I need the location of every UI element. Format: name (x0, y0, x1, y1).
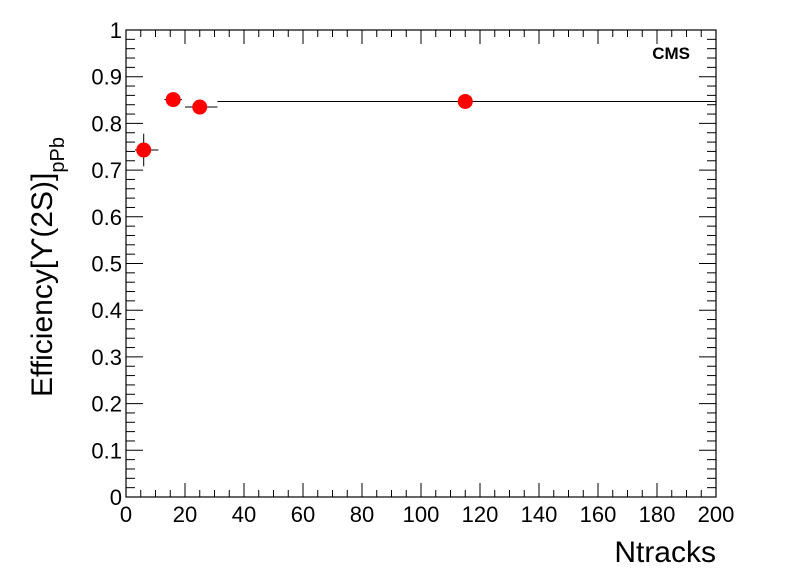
y-axis-title-main: Efficiency[ϒ(2S)] (26, 173, 59, 397)
x-tick-label: 160 (580, 502, 617, 527)
x-tick-label: 0 (120, 502, 132, 527)
point-marker (165, 92, 181, 108)
y-tick-label: 0.2 (91, 392, 122, 417)
y-tick-label: 0.9 (91, 65, 122, 90)
data-point (164, 92, 183, 108)
data-point (217, 93, 716, 109)
y-axis-title: Efficiency[ϒ(2S)]pPb (26, 137, 69, 397)
x-tick-label: 80 (350, 502, 374, 527)
point-marker (192, 99, 208, 115)
data-points (134, 92, 716, 167)
x-tick-labels: 0 20 40 60 80 100 120 140 160 180 200 (120, 502, 734, 527)
y-tick-label: 0.8 (91, 111, 122, 136)
x-tick-label: 100 (403, 502, 440, 527)
axis-ticks (125, 29, 717, 498)
y-tick-label: 0.1 (91, 438, 122, 463)
data-point (185, 99, 218, 115)
y-tick-label: 0 (110, 485, 122, 510)
y-axis-title-subscript: pPb (47, 137, 69, 173)
cms-stamp: CMS (652, 44, 690, 63)
y-tick-label: 0.5 (91, 252, 122, 277)
x-tick-label: 60 (291, 502, 315, 527)
x-tick-label: 180 (639, 502, 676, 527)
x-tick-label: 120 (462, 502, 499, 527)
x-tick-label: 200 (698, 502, 735, 527)
y-tick-label: 0.7 (91, 158, 122, 183)
x-tick-label: 20 (173, 502, 197, 527)
y-tick-label: 0.6 (91, 205, 122, 230)
y-tick-labels: 0 0.1 0.2 0.3 0.4 0.5 0.6 0.7 0.8 0.9 1 (91, 18, 122, 510)
x-axis-title: Ntracks (614, 536, 716, 569)
data-point (134, 133, 159, 167)
y-tick-label: 0.4 (91, 298, 122, 323)
y-tick-label: 0.3 (91, 345, 122, 370)
x-tick-label: 40 (232, 502, 256, 527)
x-tick-label: 140 (521, 502, 558, 527)
point-marker (457, 93, 473, 109)
y-tick-label: 1 (110, 18, 122, 43)
point-marker (136, 142, 152, 158)
plot-frame (125, 29, 717, 498)
